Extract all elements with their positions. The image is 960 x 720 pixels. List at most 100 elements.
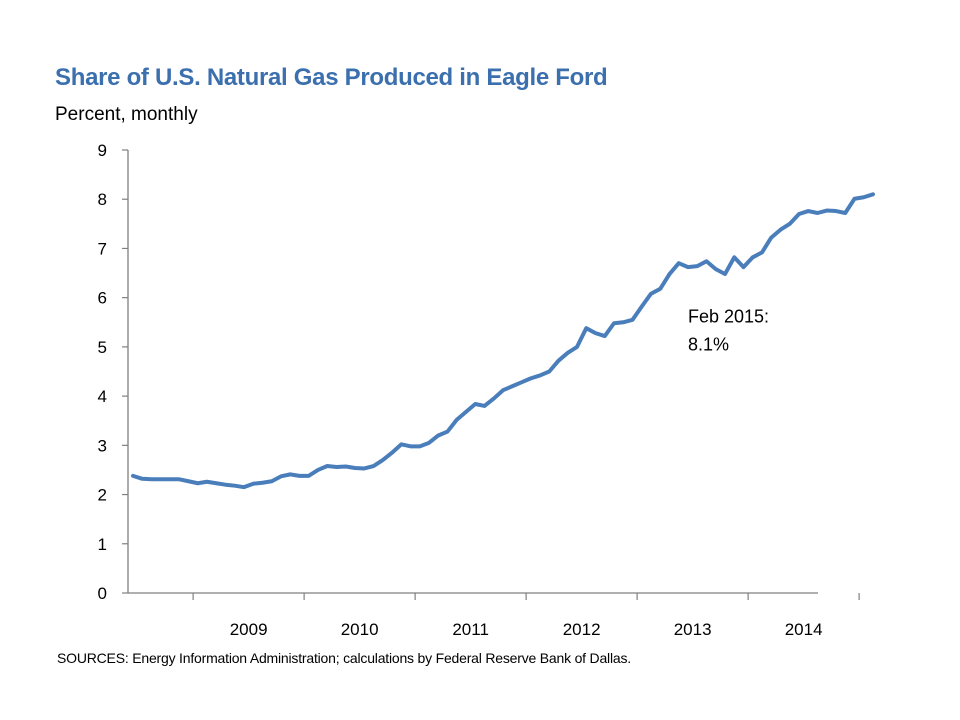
series-point bbox=[511, 385, 513, 387]
series-point bbox=[835, 210, 837, 212]
series-point bbox=[816, 212, 819, 214]
series-point bbox=[252, 483, 254, 485]
series-point bbox=[520, 381, 523, 383]
series-point bbox=[372, 465, 375, 467]
series-point bbox=[557, 360, 560, 362]
x-tick-label: 2009 bbox=[230, 620, 268, 639]
x-tick-label: 2012 bbox=[563, 620, 601, 639]
chart-title: Share of U.S. Natural Gas Produced in Ea… bbox=[55, 64, 608, 91]
series-point bbox=[317, 469, 319, 471]
series-point bbox=[576, 346, 578, 348]
y-tick-label: 0 bbox=[98, 584, 107, 603]
series-point bbox=[197, 482, 199, 484]
series-point bbox=[169, 478, 171, 480]
series-point bbox=[594, 332, 597, 334]
series-point bbox=[650, 293, 652, 295]
annotation-layer: Feb 2015: 8.1% bbox=[688, 306, 769, 354]
series-point bbox=[187, 480, 190, 482]
series-point bbox=[160, 478, 162, 480]
series-point bbox=[724, 273, 726, 275]
series-point bbox=[761, 251, 763, 253]
chart-axes bbox=[122, 149, 860, 600]
y-tick-label: 3 bbox=[98, 436, 107, 455]
series-point bbox=[779, 229, 782, 231]
series-point bbox=[872, 193, 874, 195]
series-point bbox=[687, 266, 689, 268]
series-point bbox=[391, 452, 393, 454]
y-tick-label: 7 bbox=[98, 239, 107, 258]
y-tick-label: 8 bbox=[98, 190, 107, 209]
y-tick-label: 5 bbox=[98, 338, 107, 357]
series-point bbox=[742, 266, 745, 268]
series-point bbox=[585, 327, 587, 329]
series-point bbox=[613, 322, 615, 324]
source-note: SOURCES: Energy Information Administrati… bbox=[57, 650, 631, 666]
series-point bbox=[668, 273, 671, 275]
series-point bbox=[678, 262, 680, 264]
series-point bbox=[567, 352, 569, 354]
series-point bbox=[289, 473, 291, 475]
series-point bbox=[863, 196, 865, 198]
series-point bbox=[502, 389, 504, 391]
series-point bbox=[419, 445, 421, 447]
series-point bbox=[234, 485, 236, 487]
series-point bbox=[770, 237, 772, 239]
series-point bbox=[696, 265, 698, 267]
series-point bbox=[844, 212, 846, 214]
series-point bbox=[715, 268, 717, 270]
series-point bbox=[335, 466, 338, 468]
series-point bbox=[345, 465, 347, 468]
series-point bbox=[465, 411, 467, 413]
series-point bbox=[622, 321, 624, 323]
series-point bbox=[539, 374, 541, 377]
series-point bbox=[326, 465, 328, 467]
series-point bbox=[631, 319, 634, 321]
series-point bbox=[548, 370, 550, 373]
series-point bbox=[530, 377, 532, 379]
series-point bbox=[354, 467, 356, 469]
series-point bbox=[206, 481, 208, 483]
series-point bbox=[215, 482, 217, 484]
series-point bbox=[150, 478, 153, 480]
series-point bbox=[752, 256, 754, 258]
series-point bbox=[456, 419, 458, 421]
x-tick-label: 2013 bbox=[674, 620, 712, 639]
series-point bbox=[363, 467, 365, 470]
series-point bbox=[493, 397, 495, 400]
series-point bbox=[261, 482, 264, 484]
series-point bbox=[604, 335, 606, 337]
series-point bbox=[298, 475, 301, 477]
series-point bbox=[178, 478, 180, 480]
series-point bbox=[382, 459, 384, 461]
series-point bbox=[659, 288, 661, 290]
series-point bbox=[705, 260, 708, 262]
y-tick-label: 6 bbox=[98, 289, 107, 308]
series-point bbox=[789, 223, 791, 225]
series-point bbox=[483, 405, 486, 407]
y-tick-label: 1 bbox=[98, 535, 107, 554]
annotation-text: 8.1% bbox=[688, 334, 729, 354]
series-point bbox=[308, 475, 310, 477]
series-point bbox=[798, 213, 800, 215]
series-point bbox=[141, 478, 143, 480]
x-tick-label: 2014 bbox=[785, 620, 823, 639]
series-point bbox=[132, 475, 134, 477]
series-point bbox=[400, 443, 402, 445]
annotation-text: Feb 2015: bbox=[688, 306, 769, 326]
series-point bbox=[428, 442, 430, 444]
series-point bbox=[437, 434, 439, 437]
series-point bbox=[409, 445, 412, 447]
x-tick-label: 2010 bbox=[341, 620, 379, 639]
series-point bbox=[271, 480, 273, 482]
series-line bbox=[131, 192, 875, 490]
series-point bbox=[474, 403, 476, 405]
y-axis-tick-labels: 0 1 2 3 4 5 6 7 8 9 bbox=[98, 141, 107, 603]
series-point bbox=[807, 210, 809, 212]
series-layer bbox=[131, 192, 875, 490]
series-point bbox=[280, 475, 282, 477]
x-axis-tick-labels: 2009 2010 2011 2012 2013 2014 bbox=[230, 620, 823, 639]
series-point bbox=[446, 430, 449, 433]
y-tick-label: 9 bbox=[98, 141, 107, 160]
series-point bbox=[853, 198, 856, 200]
